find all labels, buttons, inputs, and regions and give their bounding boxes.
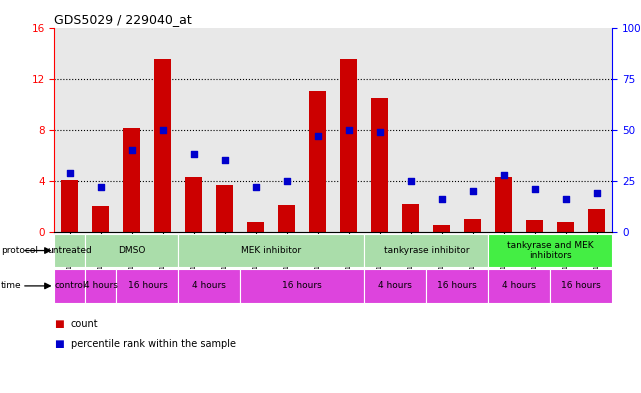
Bar — [364, 234, 488, 267]
Text: tankyrase and MEK
inhibitors: tankyrase and MEK inhibitors — [507, 241, 594, 260]
Text: protocol: protocol — [1, 246, 38, 255]
Point — [251, 184, 261, 190]
Bar — [557, 222, 574, 232]
Text: 4 hours: 4 hours — [192, 281, 226, 290]
Bar — [488, 269, 550, 303]
Bar — [403, 204, 419, 232]
Point — [592, 190, 602, 196]
Bar — [488, 234, 612, 267]
Point — [468, 188, 478, 194]
Point — [499, 171, 509, 178]
Point — [313, 133, 323, 139]
Text: 4 hours: 4 hours — [378, 281, 412, 290]
Text: 16 hours: 16 hours — [562, 281, 601, 290]
Bar — [371, 98, 388, 232]
Point — [437, 196, 447, 202]
Text: 16 hours: 16 hours — [437, 281, 477, 290]
Bar — [217, 185, 233, 232]
Bar — [85, 269, 117, 303]
Text: 16 hours: 16 hours — [283, 281, 322, 290]
Point — [375, 129, 385, 135]
Text: MEK inhibitor: MEK inhibitor — [241, 246, 301, 255]
Point — [158, 127, 168, 133]
Point — [561, 196, 571, 202]
Text: 4 hours: 4 hours — [503, 281, 536, 290]
Text: percentile rank within the sample: percentile rank within the sample — [71, 339, 235, 349]
Text: count: count — [71, 319, 98, 329]
Bar — [62, 180, 78, 232]
Point — [65, 169, 75, 176]
Point — [282, 178, 292, 184]
Text: 4 hours: 4 hours — [84, 281, 118, 290]
Bar — [185, 177, 203, 232]
Bar — [54, 269, 85, 303]
Point — [189, 151, 199, 157]
Point — [406, 178, 416, 184]
Bar — [464, 219, 481, 232]
Point — [344, 127, 354, 133]
Bar — [495, 177, 512, 232]
Bar — [550, 269, 612, 303]
Text: time: time — [1, 281, 21, 290]
Text: control: control — [54, 281, 86, 290]
Bar — [240, 269, 364, 303]
Bar — [526, 220, 543, 232]
Text: ■: ■ — [54, 339, 64, 349]
Bar — [178, 234, 364, 267]
Text: 16 hours: 16 hours — [128, 281, 167, 290]
Bar — [178, 269, 240, 303]
Bar — [117, 269, 178, 303]
Bar — [54, 234, 85, 267]
Text: ■: ■ — [54, 319, 64, 329]
Text: tankyrase inhibitor: tankyrase inhibitor — [383, 246, 469, 255]
Point — [529, 186, 540, 192]
Bar — [340, 59, 357, 232]
Bar — [85, 234, 178, 267]
Bar — [588, 209, 605, 232]
Text: untreated: untreated — [47, 246, 92, 255]
Bar — [124, 129, 140, 232]
Text: GDS5029 / 229040_at: GDS5029 / 229040_at — [54, 13, 192, 26]
Text: DMSO: DMSO — [118, 246, 146, 255]
Bar — [364, 269, 426, 303]
Bar — [433, 226, 450, 232]
Bar — [426, 269, 488, 303]
Bar — [247, 222, 264, 232]
Point — [127, 147, 137, 153]
Bar — [310, 92, 326, 232]
Bar — [154, 59, 171, 232]
Bar — [278, 205, 296, 232]
Point — [96, 184, 106, 190]
Point — [220, 157, 230, 163]
Bar — [92, 206, 110, 232]
